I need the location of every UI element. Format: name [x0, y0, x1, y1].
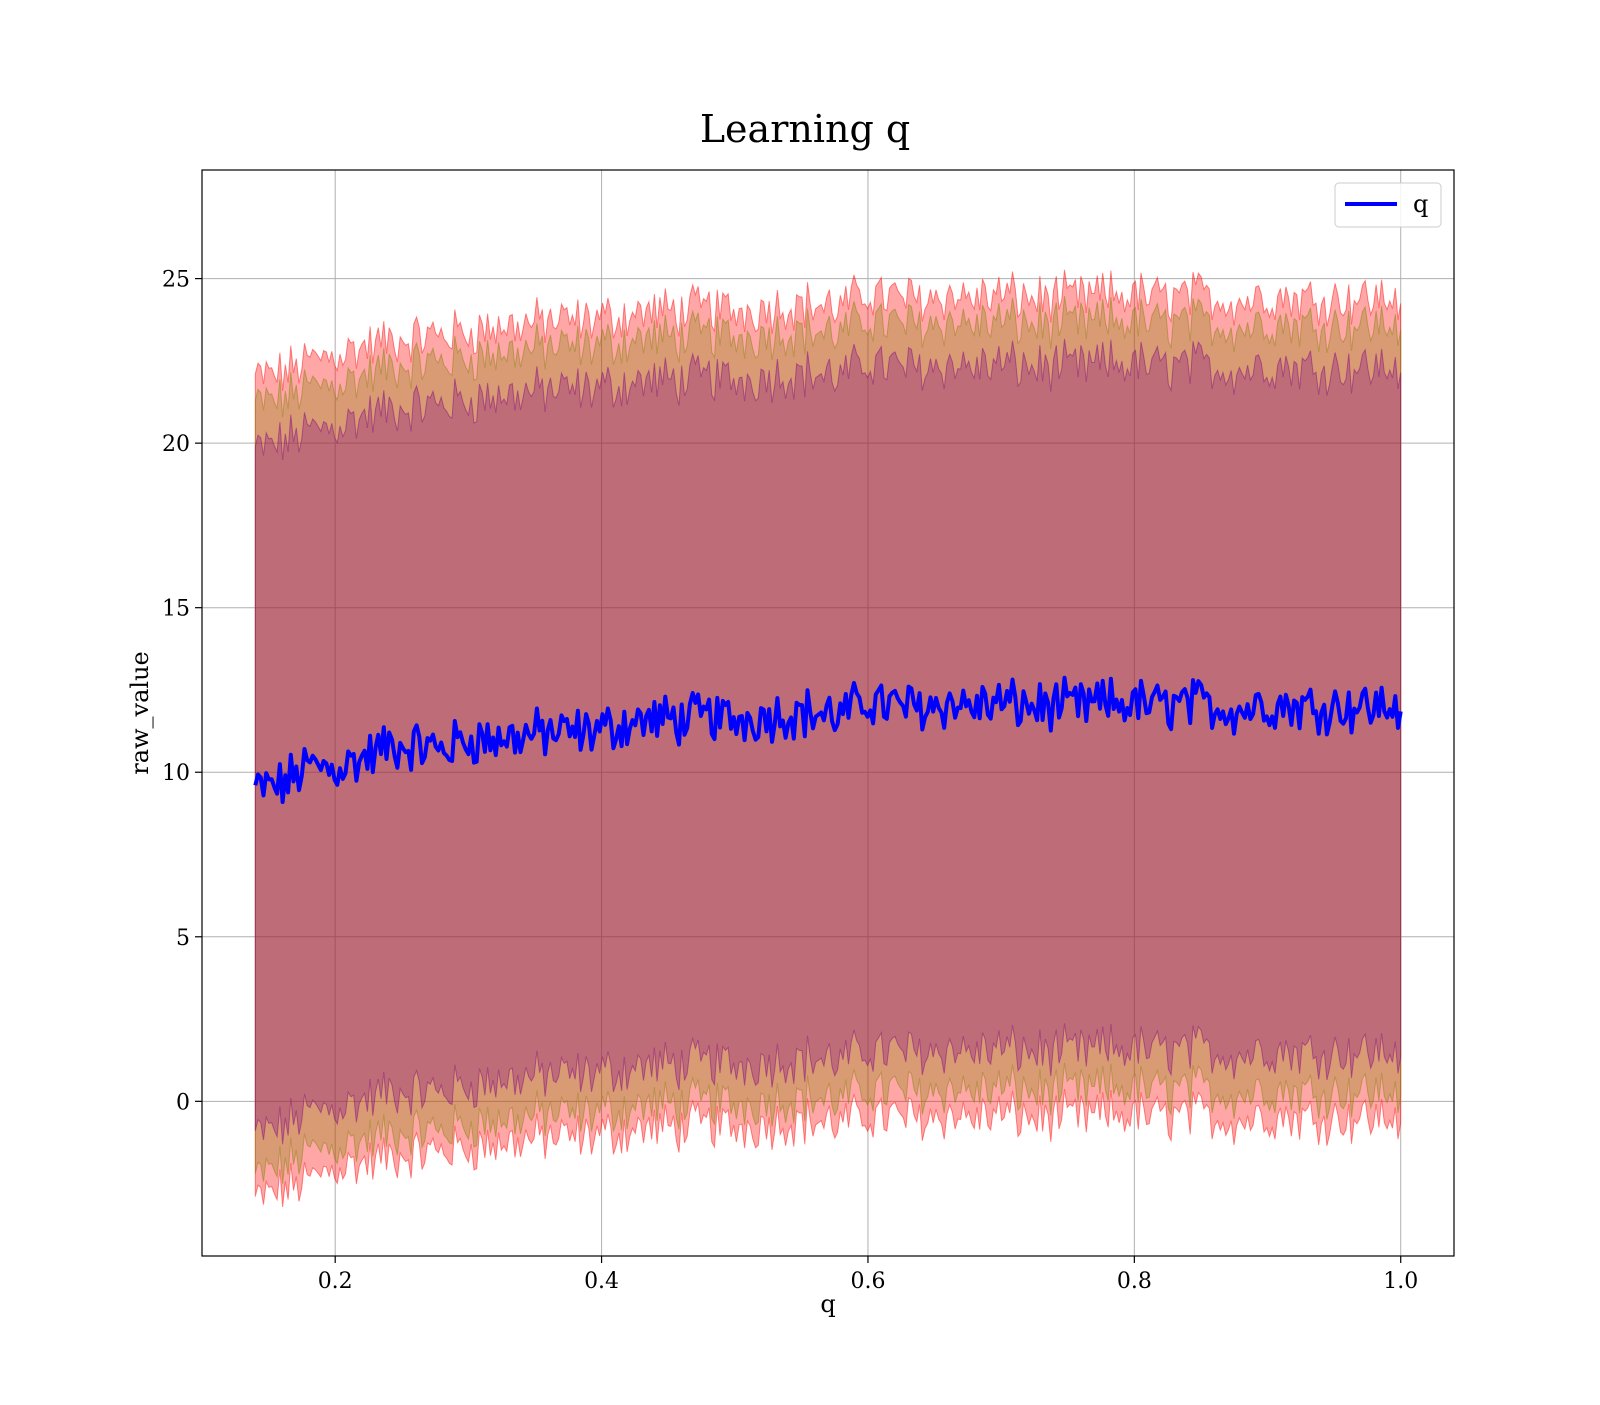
x-tick-label-0: 0.2 [318, 1269, 353, 1294]
y-tick-label-1: 5 [176, 926, 190, 951]
chart-title: Learning q [700, 107, 910, 151]
series-line-q [253, 675, 1403, 804]
band-1 [254, 296, 1402, 1184]
x-tick-label-4: 1.0 [1383, 1269, 1418, 1294]
y-tick-label-2: 10 [162, 761, 190, 786]
band-2 [254, 338, 1402, 1145]
y-axis-label: raw_value [126, 651, 154, 775]
y-tick-label-5: 25 [162, 268, 190, 293]
x-tick-label-2: 0.6 [850, 1269, 885, 1294]
y-axis-ticks: 0 5 10 15 20 25 [162, 268, 202, 1115]
y-tick-label-0: 0 [176, 1090, 190, 1115]
x-tick-label-3: 0.8 [1117, 1269, 1152, 1294]
y-tick-label-3: 15 [162, 597, 190, 622]
x-tick-label-1: 0.4 [584, 1269, 619, 1294]
band-0 [254, 269, 1402, 1208]
legend-label-q: q [1413, 190, 1428, 218]
x-axis-ticks: 0.2 0.4 0.6 0.8 1.0 [318, 1256, 1418, 1294]
legend: q [1334, 182, 1442, 228]
confidence-bands [254, 269, 1402, 1208]
x-axis-label: q [820, 1290, 835, 1318]
y-tick-label-4: 20 [162, 432, 190, 457]
series-lines [253, 675, 1403, 804]
plot-frame [201, 169, 1455, 1257]
